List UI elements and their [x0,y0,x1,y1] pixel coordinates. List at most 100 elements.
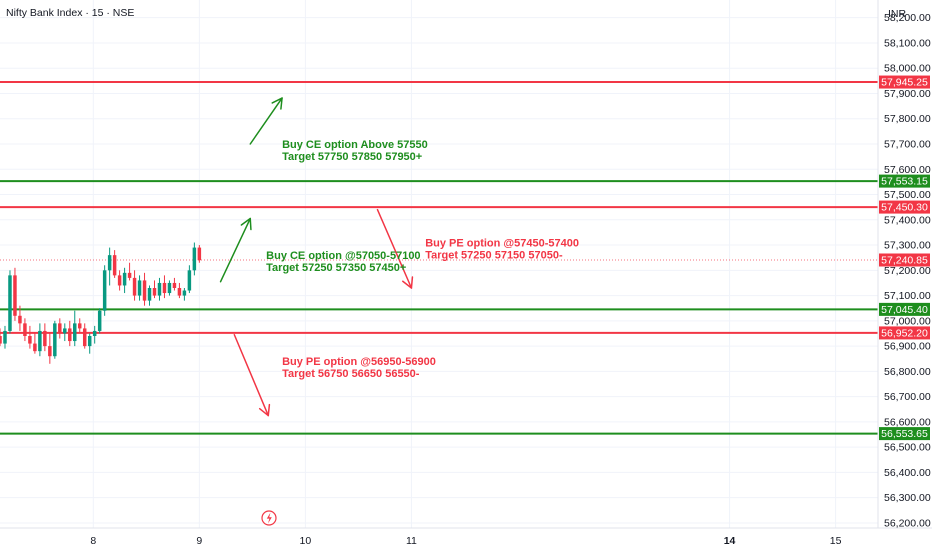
price-tick-label: 57,900.00 [884,88,931,100]
candle-body[interactable] [38,330,42,352]
grid-lines [0,0,878,528]
annotation-entry-line: Buy PE option @57450-57400 [425,237,579,249]
price-tick-label: 56,500.00 [884,442,931,454]
candle-body[interactable] [117,275,122,286]
candles[interactable] [0,242,202,364]
price-tick-label: 57,800.00 [884,113,931,125]
candle-body[interactable] [157,282,162,296]
candle-body[interactable] [48,346,52,357]
candle-body[interactable] [3,330,7,344]
arrow-head [258,403,271,417]
candle-body[interactable] [13,275,17,316]
candle-body[interactable] [33,343,37,352]
price-tag-background [879,326,930,340]
arrow-head [240,217,252,231]
price-tick-label: 56,700.00 [884,391,931,403]
candle-body[interactable] [162,282,167,294]
candle-body[interactable] [182,290,187,296]
candle-body[interactable] [87,336,92,347]
candle-body[interactable] [63,328,67,334]
candle-body[interactable] [147,288,152,301]
trade-annotation[interactable]: Buy CE option @57050-57100 Target 57250 5… [266,250,420,274]
candle-body[interactable] [8,275,12,331]
candle-body[interactable] [92,330,97,336]
price-tick-label: 57,000.00 [884,315,931,327]
time-tick-label: 10 [300,535,312,547]
price-tick-label: 57,600.00 [884,164,931,176]
price-tag-background [879,200,930,214]
annotation-entry-line: Buy PE option @56950-56900 [282,356,436,368]
annotation-target-line: Target 57750 57850 57950+ [282,151,422,163]
candle-body[interactable] [73,323,77,342]
price-tick-label: 58,000.00 [884,63,931,75]
arrow-head [271,97,283,110]
candle-body[interactable] [112,255,117,276]
candle-body[interactable] [172,282,177,288]
price-tick-label: 56,200.00 [884,517,931,529]
arrow-shaft[interactable] [233,333,270,417]
candle-body[interactable] [58,323,62,334]
price-tick-label: 57,500.00 [884,189,931,201]
candle-body[interactable] [132,277,137,296]
price-tag-background [879,427,930,441]
candle-body[interactable] [53,323,57,357]
trade-annotation[interactable]: Buy CE option Above 57550 Target 57750 57… [282,139,428,163]
trade-annotations[interactable]: Buy CE option Above 57550 Target 57750 57… [266,139,579,380]
candle-body[interactable] [23,323,27,336]
annotation-target-line: Target 57250 57350 57450+ [266,262,406,274]
arrow-shaft[interactable] [376,208,413,289]
time-tick-label: 9 [196,535,202,547]
candle-body[interactable] [187,270,192,291]
candle-body[interactable] [77,323,82,329]
annotation-entry-line: Buy CE option @57050-57100 [266,250,420,262]
candle-body[interactable] [197,247,202,261]
candle-body[interactable] [177,288,182,296]
candle-body[interactable] [102,270,107,311]
trade-annotation[interactable]: Buy PE option @56950-56900 Target 56750 5… [282,356,436,380]
price-axis[interactable]: 56,200.00 56,300.00 56,400.00 56,500.00 56,6… [884,12,931,529]
candle-body[interactable] [0,336,2,344]
candle-body[interactable] [192,247,197,271]
candle-body[interactable] [107,255,112,271]
price-tick-label: 57,700.00 [884,139,931,151]
annotation-target-line: Target 57250 57150 57050- [425,249,563,261]
price-tag-background [879,302,930,316]
candle-body[interactable] [137,280,142,296]
arrow-shaft[interactable] [249,97,283,145]
annotation-target-line: Target 56750 56650 56550- [282,368,420,380]
candle-body[interactable] [152,288,157,296]
candle-body[interactable] [127,272,132,278]
event-icon[interactable] [261,510,277,526]
trade-arrows[interactable] [219,97,414,417]
price-tick-label: 58,200.00 [884,12,931,24]
price-tag-background [879,75,930,89]
price-tick-label: 57,100.00 [884,290,931,302]
time-axis[interactable]: 8 9 10 11 14 15 [90,535,841,547]
arrow-shaft[interactable] [219,217,252,283]
level-lines[interactable] [0,81,878,435]
candle-body[interactable] [18,315,22,324]
candle-body[interactable] [142,280,147,301]
time-tick-label: 14 [724,535,736,547]
price-tick-label: 58,100.00 [884,37,931,49]
candle-body[interactable] [82,328,87,347]
trade-annotation[interactable]: Buy PE option @57450-57400 Target 57250 5… [425,237,579,261]
price-tick-label: 56,900.00 [884,341,931,353]
price-tag-label: 57,240.85 [881,255,928,267]
time-tick-label: 11 [406,535,417,547]
price-tag-label: 56,553.65 [881,428,928,440]
candle-body[interactable] [97,310,102,331]
level-price-tags: 57,945.25 57,553.15 57,450.30 57,045.40 56,9… [879,75,930,441]
candle-body[interactable] [28,336,32,344]
candle-body[interactable] [167,282,172,294]
candle-body[interactable] [68,328,72,342]
candle-body[interactable] [122,272,127,286]
candle-body[interactable] [43,330,47,347]
price-tag-background [879,174,930,188]
price-tag-label: 56,952.20 [881,328,928,340]
price-tag-label: 57,945.25 [881,77,928,89]
price-tag-label: 57,553.15 [881,176,928,188]
currency-label: INR [888,8,907,20]
